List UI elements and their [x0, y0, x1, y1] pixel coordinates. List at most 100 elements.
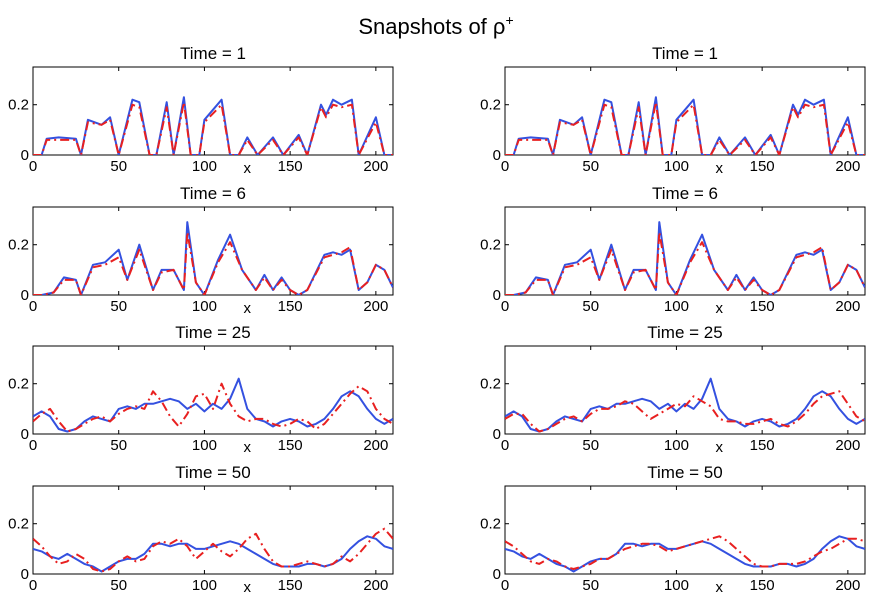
series-simulation-line — [505, 221, 865, 295]
panel-title: Time = 1 — [652, 44, 718, 63]
plot-frame — [504, 345, 866, 435]
series-model-line — [505, 231, 865, 295]
panel-title: Time = 1 — [180, 44, 246, 63]
x-tick-label: 150 — [750, 577, 775, 594]
plot-frame — [32, 66, 394, 156]
x-tick-label: 200 — [835, 577, 860, 594]
x-axis-label: x — [716, 300, 724, 317]
y-tick-label: 0 — [493, 566, 501, 583]
panel-left-row2: Time = 6 0 50 100 150 200 x 0 0.2 — [8, 184, 394, 317]
x-tick-label: 150 — [278, 577, 303, 594]
x-tick-label: 50 — [110, 158, 127, 175]
x-tick-label: 200 — [363, 298, 388, 315]
x-tick-label: 100 — [664, 437, 689, 454]
panel-right-row3: Time = 25 0 50 100 150 200 x 0 0.2 — [480, 323, 866, 456]
panel-title: Time = 25 — [647, 323, 722, 342]
y-tick-label: 0.2 — [480, 376, 501, 393]
x-tick-label: 100 — [664, 158, 689, 175]
y-tick-label: 0 — [493, 426, 501, 443]
x-tick-label: 100 — [192, 298, 217, 315]
x-tick-label: 200 — [835, 437, 860, 454]
x-tick-label: 0 — [29, 298, 37, 315]
x-axis-label: x — [716, 439, 724, 456]
y-tick-label: 0 — [493, 147, 501, 164]
x-axis-label: x — [244, 439, 252, 456]
y-tick-label: 0.2 — [8, 237, 29, 254]
x-tick-label: 200 — [835, 158, 860, 175]
series-model-line — [33, 231, 393, 295]
y-tick-label: 0 — [21, 147, 29, 164]
series-model-line — [33, 527, 393, 573]
x-tick-label: 50 — [110, 577, 127, 594]
x-tick-label: 50 — [110, 437, 127, 454]
series-simulation-line — [505, 377, 865, 433]
x-tick-label: 100 — [192, 577, 217, 594]
series-model-line — [505, 390, 865, 433]
y-tick-label: 0.2 — [8, 376, 29, 393]
panel-title: Time = 50 — [647, 463, 722, 482]
series-model-line — [505, 101, 865, 155]
y-tick-label: 0.2 — [480, 97, 501, 114]
x-axis-label: x — [244, 160, 252, 177]
series-model-line — [33, 382, 393, 433]
panel-title: Time = 6 — [180, 184, 246, 203]
x-axis-label: x — [716, 160, 724, 177]
x-tick-label: 150 — [278, 437, 303, 454]
x-tick-label: 50 — [582, 298, 599, 315]
series-simulation-line — [33, 377, 393, 433]
x-tick-label: 0 — [29, 577, 37, 594]
x-tick-label: 0 — [29, 158, 37, 175]
x-axis-label: x — [244, 300, 252, 317]
figure-title-text: Snapshots of ρ — [358, 14, 505, 39]
panel-right-row1: Time = 1 0 50 100 150 200 x 0 0.2 — [480, 44, 866, 177]
y-tick-label: 0.2 — [8, 97, 29, 114]
y-tick-label: 0 — [21, 566, 29, 583]
x-tick-label: 100 — [664, 577, 689, 594]
x-tick-label: 100 — [192, 158, 217, 175]
x-tick-label: 50 — [582, 437, 599, 454]
x-tick-label: 0 — [501, 298, 509, 315]
x-tick-label: 50 — [582, 577, 599, 594]
y-tick-label: 0 — [21, 287, 29, 304]
x-tick-label: 0 — [29, 437, 37, 454]
y-tick-label: 0 — [493, 287, 501, 304]
x-tick-label: 200 — [363, 577, 388, 594]
x-tick-label: 150 — [278, 158, 303, 175]
x-tick-label: 50 — [110, 298, 127, 315]
panel-title: Time = 6 — [652, 184, 718, 203]
panel-title: Time = 50 — [175, 463, 250, 482]
x-tick-label: 0 — [501, 577, 509, 594]
panel-left-row4: Time = 50 0 50 100 150 200 x 0 0.2 — [8, 463, 394, 596]
plot-frame — [32, 345, 394, 435]
series-model-line — [505, 535, 865, 570]
x-tick-label: 0 — [501, 437, 509, 454]
series-simulation-line — [505, 535, 865, 573]
x-axis-label: x — [716, 579, 724, 596]
x-tick-label: 150 — [278, 298, 303, 315]
panel-right-row2: Time = 6 0 50 100 150 200 x 0 0.2 — [480, 184, 866, 317]
x-tick-label: 200 — [835, 298, 860, 315]
x-axis-label: x — [244, 579, 252, 596]
x-tick-label: 100 — [664, 298, 689, 315]
series-simulation-line — [33, 535, 393, 573]
x-tick-label: 150 — [750, 437, 775, 454]
x-tick-label: 50 — [582, 158, 599, 175]
panel-left-row3: Time = 25 0 50 100 150 200 x 0 0.2 — [8, 323, 394, 456]
series-model-line — [33, 101, 393, 155]
figure-title: Snapshots of ρ+ — [358, 12, 513, 39]
figure-title-superscript: + — [505, 12, 513, 28]
x-tick-label: 200 — [363, 158, 388, 175]
plot-frame — [32, 485, 394, 575]
panel-left-row1: Time = 1 0 50 100 150 200 x 0 0.2 — [8, 44, 394, 177]
x-tick-label: 0 — [501, 158, 509, 175]
panel-title: Time = 25 — [175, 323, 250, 342]
plot-frame — [504, 206, 866, 296]
x-tick-label: 150 — [750, 158, 775, 175]
series-simulation-line — [33, 221, 393, 295]
x-tick-label: 100 — [192, 437, 217, 454]
plot-frame — [32, 206, 394, 296]
plot-frame — [504, 485, 866, 575]
x-tick-label: 200 — [363, 437, 388, 454]
y-tick-label: 0.2 — [480, 237, 501, 254]
